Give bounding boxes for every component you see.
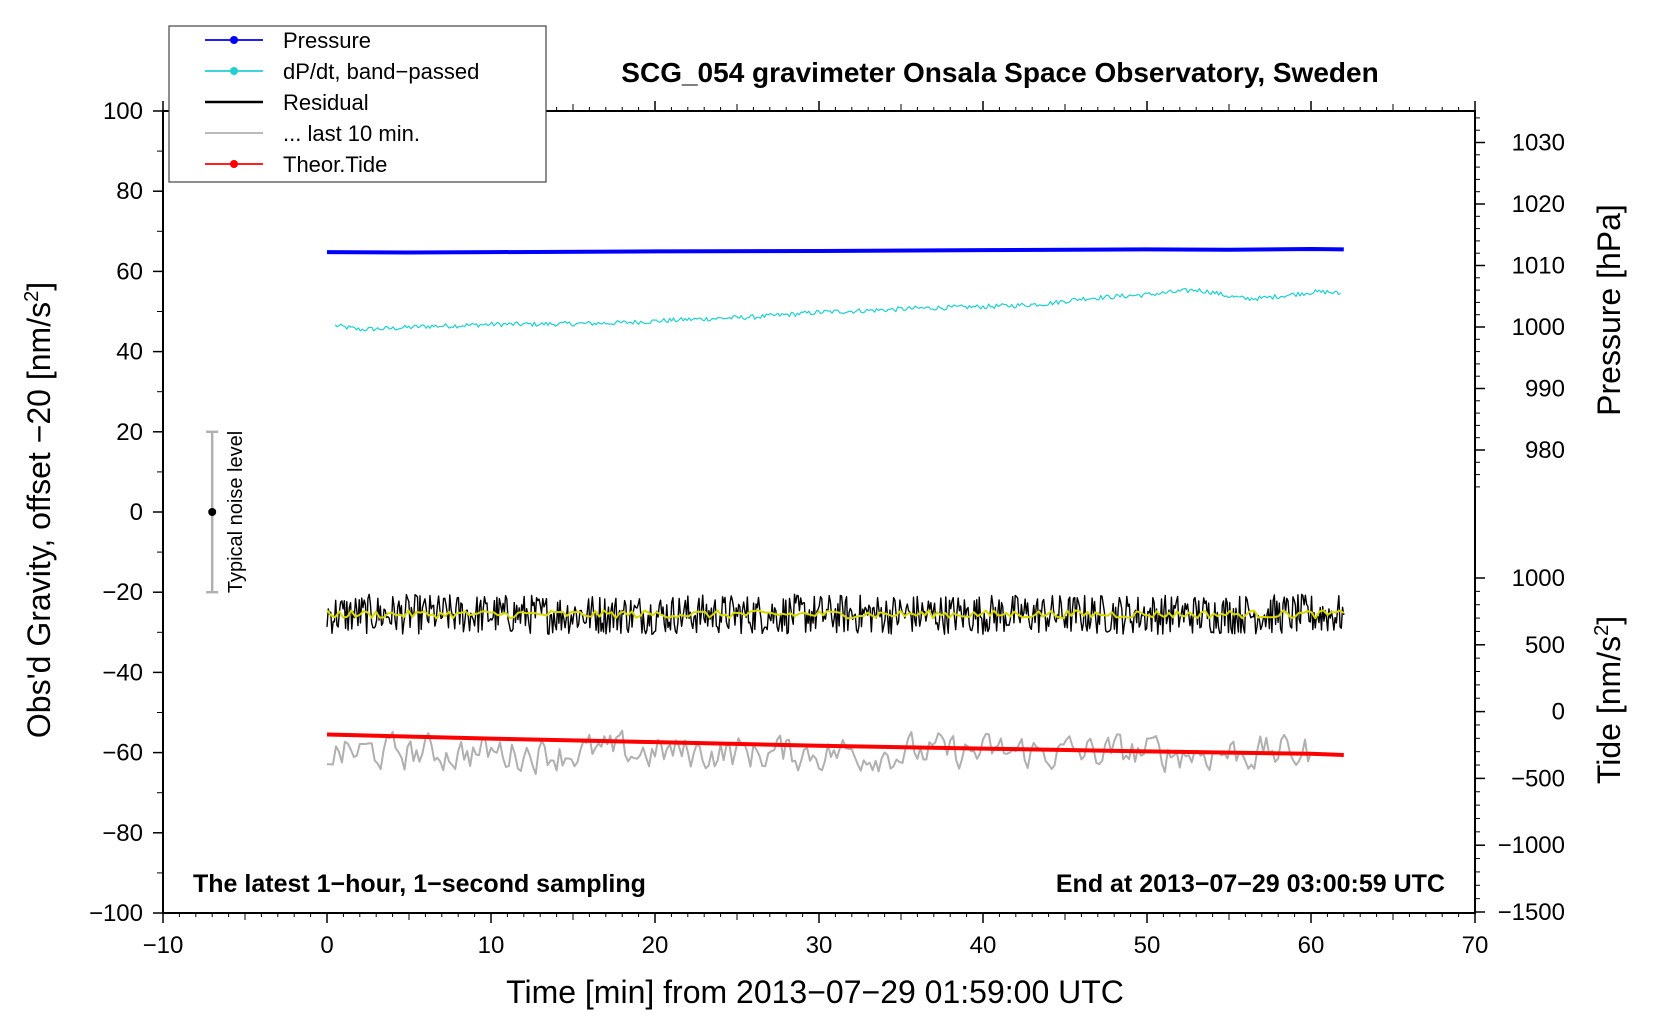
pressure-tick-label: 1020 [1512, 191, 1565, 218]
pressure-tick-label: 1030 [1512, 130, 1565, 157]
tide-tick-label: 1000 [1512, 565, 1565, 592]
y-tick-label: −20 [102, 579, 143, 606]
y-tick-label: 40 [116, 339, 143, 366]
annotation-sampling: The latest 1−hour, 1−second sampling [193, 870, 646, 898]
x-tick-label: 30 [806, 932, 833, 959]
legend-marker [230, 160, 238, 168]
series-line-4 [326, 729, 1312, 776]
legend-label: Residual [283, 90, 369, 115]
x-tick-label: 60 [1298, 932, 1325, 959]
x-tick-label: 70 [1462, 932, 1489, 959]
pressure-axis-label: Pressure [hPa] [1591, 204, 1627, 416]
axes: −10 0 10 20 30 40 50 60 70100806040200−20−40−60−… [89, 98, 1565, 959]
tide-tick-label: −1500 [1498, 899, 1565, 926]
tide-tick-label: −1000 [1498, 832, 1565, 859]
x-tick-label: 0 [320, 932, 333, 959]
annotation-end-time: End at 2013−07−29 03:00:59 UTC [1056, 870, 1445, 898]
x-tick-label: 10 [478, 932, 505, 959]
legend-box [168, 25, 547, 183]
y-tick-label: 20 [116, 419, 143, 446]
x-tick-label: 40 [970, 932, 997, 959]
legend-label: dP/dt, band−passed [283, 59, 479, 84]
series-line-5 [326, 732, 1344, 758]
pressure-tick-label: 1000 [1512, 314, 1565, 341]
noise-bar-label: Typical noise level [225, 431, 247, 593]
x-tick-label: 50 [1134, 932, 1161, 959]
y-tick-label: 0 [130, 499, 143, 526]
legend-marker [230, 67, 238, 75]
y-axis-label: Obs'd Gravity, offset −20 [nm/s2] [21, 282, 57, 738]
y-tick-label: −60 [102, 740, 143, 767]
y-tick-label: 60 [116, 258, 143, 285]
x-axis-label: Time [min] from 2013−07−29 01:59:00 UTC [506, 974, 1124, 1010]
plot-marks: Typical noise level [206, 246, 1345, 776]
series-line-0 [326, 246, 1344, 255]
series-line-2 [326, 593, 1345, 635]
legend-marker [230, 36, 238, 44]
y-tick-label: −40 [102, 659, 143, 686]
tide-tick-label: −500 [1511, 765, 1565, 792]
legend: Pressure dP/dt, band−passed Residual ... la… [168, 25, 547, 183]
noise-bar-center [208, 508, 217, 516]
y-tick-label: 80 [116, 178, 143, 205]
series-line-3 [326, 609, 1345, 620]
chart-title: SCG_054 gravimeter Onsala Space Observat… [621, 57, 1378, 88]
pressure-tick-label: 980 [1525, 437, 1565, 464]
pressure-tick-label: 990 [1525, 376, 1565, 403]
plot-frame [162, 110, 1476, 914]
legend-label: ... last 10 min. [283, 121, 420, 146]
tide-axis-label: Tide [nm/s2] [1591, 616, 1627, 784]
y-tick-label: 100 [103, 98, 143, 125]
x-tick-label: −10 [143, 932, 184, 959]
x-tick-label: 20 [642, 932, 669, 959]
pressure-tick-label: 1010 [1512, 253, 1565, 280]
tide-tick-label: 500 [1525, 632, 1565, 659]
series-line-1 [334, 288, 1341, 332]
legend-label: Pressure [283, 28, 371, 53]
y-tick-label: −80 [102, 820, 143, 847]
y-tick-label: −100 [89, 900, 143, 927]
legend-label: Theor.Tide [283, 152, 387, 177]
tide-tick-label: 0 [1552, 699, 1565, 726]
